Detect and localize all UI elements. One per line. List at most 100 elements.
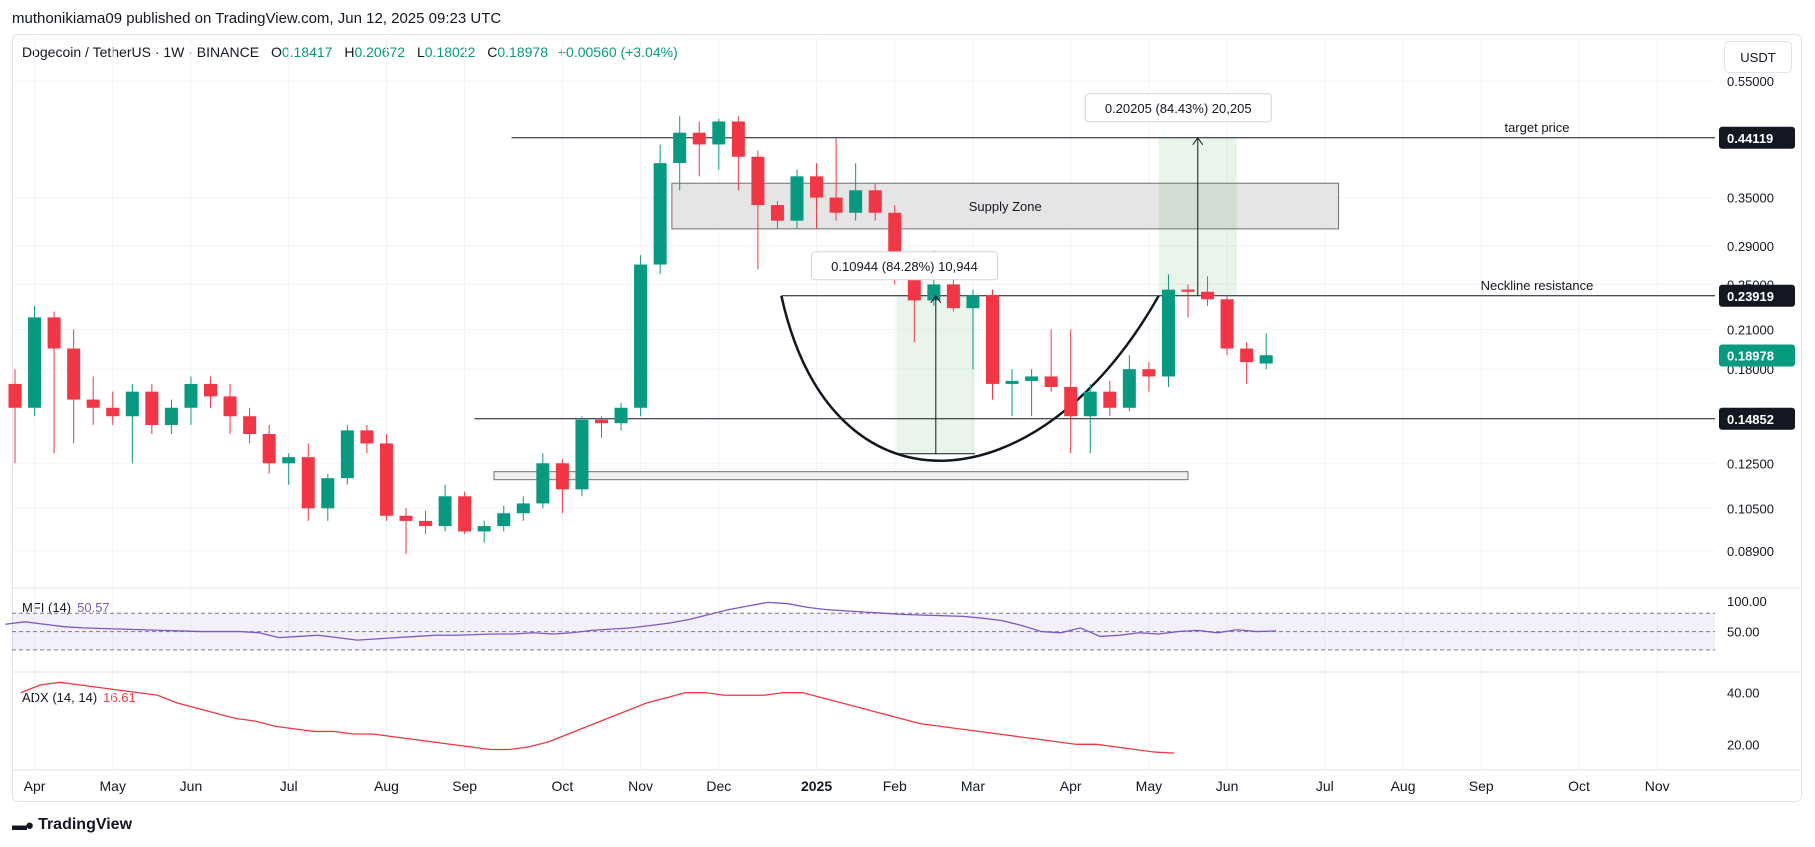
candle-body [692,132,706,145]
mfi-line [5,601,1276,641]
candle-body [458,496,472,532]
time-axis-label: Dec [706,778,731,794]
price-label-text: 0.14852 [1727,412,1774,427]
candle-body [595,419,608,424]
candle-body [204,383,217,397]
candle-body [770,205,784,221]
symbol-name[interactable]: Dogecoin / TetherUS · 1W · BINANCE [22,44,260,60]
candle-body [731,121,745,157]
candle-body [47,317,61,349]
time-axis-label: Feb [883,778,907,794]
cup-pattern-curve [780,295,1160,462]
candle-body [516,503,530,514]
price-tick-label: 0.29000 [1727,239,1774,254]
price-tick-label: 0.35000 [1727,191,1774,206]
supply-zone-label: Supply Zone [969,199,1042,214]
low-label: L [416,44,425,60]
candle-body [28,317,42,408]
adx-line [20,681,1175,754]
candle-body [1220,299,1234,349]
candle-body [634,264,648,408]
candle-body [790,176,804,221]
price-label-text: 0.18978 [1727,349,1774,364]
candle-body [712,121,726,145]
candle-body [849,190,863,213]
time-axis-label: Sep [452,778,477,794]
candle-body [86,399,100,408]
mfi-tick-label: 100.00 [1727,594,1767,609]
price-label-box [1719,344,1795,367]
currency-selector[interactable]: USDT [1724,41,1792,73]
time-axis-label: Jul [280,778,298,794]
adx-title[interactable]: ADX (14, 14) [22,690,98,705]
candle-body [184,383,198,408]
candle-body [223,396,237,417]
time-axis-label: Oct [1568,778,1590,794]
close-label: C [487,44,498,60]
open-label: O [270,44,282,60]
price-label-text: 0.44119 [1727,131,1773,146]
tradingview-logo-icon: ▬● [12,816,34,834]
measure-2-label: 0.20205 (84.43%) 20,205 [1105,101,1252,116]
candle-body [8,383,22,408]
candle-body [751,156,765,206]
candle-body [1142,369,1156,377]
adx-value: 16.61 [103,690,136,705]
candle-body [946,284,960,309]
candle-body [399,515,413,521]
candle-body [125,391,139,417]
price-label-box [1719,407,1795,430]
candle-body [614,407,628,424]
adx-tick-label: 40.00 [1727,686,1760,701]
target-price-label: target price [1504,120,1569,135]
measure-2-arrow-head [1192,136,1204,146]
price-tick-label: 0.55000 [1727,74,1774,89]
candle-body [438,496,452,527]
candle-body [986,294,999,384]
candle-body [282,457,296,464]
close-value: 0.18978 [497,44,548,60]
candle-body [1259,355,1273,364]
time-axis-label: Jun [1216,778,1239,794]
time-axis-label: Oct [552,778,574,794]
candle-body [810,176,824,198]
time-axis-label: Jun [180,778,203,794]
time-axis-label: May [1136,778,1162,794]
time-axis-label: Aug [374,778,399,794]
adx-tick-label: 20.00 [1727,737,1760,752]
time-axis-label: Apr [1060,778,1082,794]
candle-body [575,419,589,490]
candle-body [966,294,980,309]
candle-body [106,407,120,417]
price-label-box [1719,126,1795,149]
time-axis-label: Apr [24,778,46,794]
change-value: +0.00560 (+3.04%) [557,44,678,60]
candle-body [1201,291,1215,300]
candle-body [497,513,511,527]
demand-zone-box [493,471,1189,481]
low-value: 0.18022 [424,44,476,60]
candle-body [1161,289,1175,377]
candle-body [555,463,569,490]
candle-body [829,197,843,213]
candle-body [67,348,81,400]
candle-body [243,416,257,435]
mfi-tick-label: 50.00 [1727,625,1760,640]
candle-body [1044,376,1058,387]
candle-body [1122,369,1136,408]
candle-body [1103,391,1117,408]
candle-body [1181,289,1195,292]
brand-name: TradingView [38,816,133,833]
price-label-box [1719,284,1795,307]
candle-body [477,526,491,532]
candle-body [262,434,276,464]
time-axis-label: Aug [1391,778,1416,794]
price-tick-label: 0.10500 [1727,501,1774,516]
candle-body [419,520,433,527]
candle-body [673,132,687,164]
candle-body [536,463,550,504]
measure-1-arrow-head [930,294,942,304]
candle-body [868,190,882,213]
tradingview-logo[interactable]: ▬● TradingView [12,816,132,834]
